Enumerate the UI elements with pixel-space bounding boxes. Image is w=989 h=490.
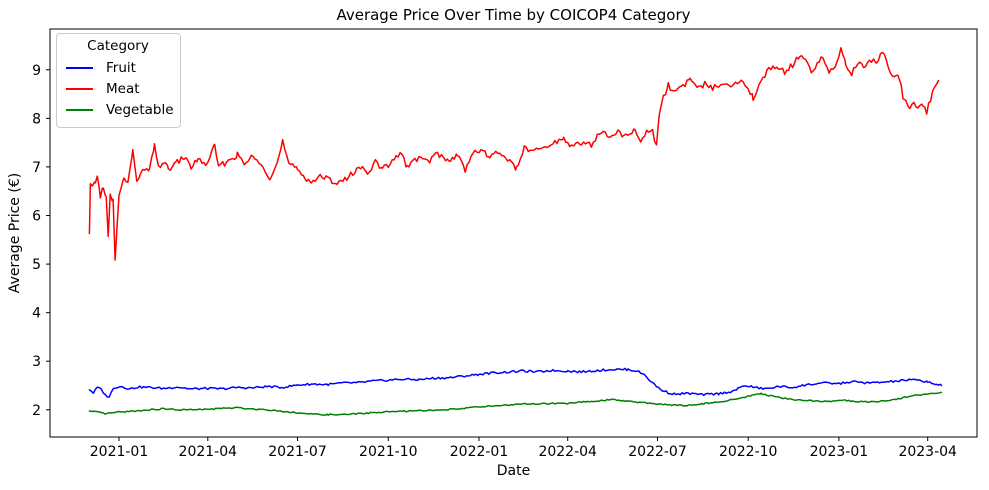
x-tick-label: 2021-04 (179, 444, 238, 460)
legend-label-meat: Meat (106, 80, 140, 97)
x-tick-label: 2021-01 (90, 444, 149, 460)
legend-title: Category (87, 38, 149, 54)
fruit-line-swatch (66, 66, 93, 69)
x-tick-label: 2023-04 (898, 444, 957, 460)
x-tick-label: 2023-01 (810, 444, 869, 460)
y-tick-label: 9 (32, 63, 41, 79)
x-tick-label: 2022-01 (450, 444, 509, 460)
y-tick-label: 3 (32, 354, 41, 370)
axes-border (49, 28, 978, 438)
series-line-meat (88, 47, 940, 261)
legend-item-meat: Meat (66, 78, 170, 99)
y-tick-label: 2 (32, 403, 41, 419)
y-tick-label: 4 (32, 306, 41, 322)
series-line-vegetable (88, 391, 943, 416)
legend-label-vegetable: Vegetable (106, 101, 174, 118)
y-tick-label: 5 (32, 257, 41, 273)
legend-item-fruit: Fruit (66, 57, 170, 78)
x-tick-label: 2022-07 (628, 444, 687, 460)
series-line-fruit (88, 367, 943, 398)
y-axis-label: Average Price (€) (7, 172, 23, 294)
vegetable-line-swatch (66, 108, 93, 111)
legend-label-fruit: Fruit (106, 59, 136, 76)
legend: Category Fruit Meat Vegetable (56, 33, 181, 128)
meat-line-swatch (66, 87, 93, 90)
x-tick-label: 2022-10 (719, 444, 778, 460)
x-tick-label: 2021-10 (359, 444, 418, 460)
x-axis-label: Date (496, 463, 531, 479)
y-tick-label: 6 (32, 209, 41, 225)
chart-title: Average Price Over Time by COICOP4 Categ… (336, 6, 691, 24)
x-tick-label: 2022-04 (538, 444, 597, 460)
y-tick-label: 7 (32, 160, 41, 176)
legend-item-vegetable: Vegetable (66, 99, 174, 120)
x-tick-label: 2021-07 (268, 444, 327, 460)
y-tick-label: 8 (32, 111, 41, 127)
